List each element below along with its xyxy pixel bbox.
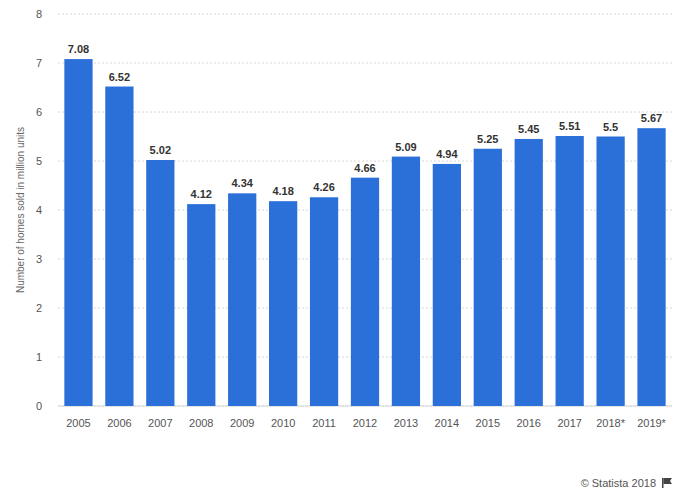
y-tick-label: 8 — [36, 8, 42, 20]
chart: 0 1 2 3 4 5 6 7 8 7.08 6.52 5.02 4.12 4.34 4.18 4.26 4.6… — [0, 0, 686, 498]
y-tick-label: 2 — [36, 302, 42, 314]
flag-icon — [662, 478, 672, 488]
bar — [105, 87, 133, 406]
copyright: © Statista 2018 — [581, 477, 656, 489]
data-label: 6.52 — [109, 71, 130, 83]
grid-line — [58, 14, 672, 15]
grid-line — [58, 63, 672, 64]
bar — [515, 139, 543, 406]
y-tick-label: 5 — [36, 155, 42, 167]
x-tick-label: 2009 — [230, 417, 254, 429]
bar — [474, 149, 502, 406]
data-label: 5.02 — [150, 144, 171, 156]
data-label: 4.26 — [313, 181, 334, 193]
data-label: 4.34 — [231, 177, 253, 189]
data-label: 7.08 — [68, 43, 89, 55]
y-tick-label: 3 — [36, 253, 42, 265]
x-tick-label: 2017 — [557, 417, 581, 429]
x-tick-label: 2007 — [148, 417, 172, 429]
x-tick-label: 2010 — [271, 417, 295, 429]
x-tick-label: 2015 — [476, 417, 500, 429]
bars — [64, 59, 665, 406]
bar — [596, 137, 624, 407]
x-tick-label: 2008 — [189, 417, 213, 429]
y-tick-label: 7 — [36, 57, 42, 69]
y-tick-label: 0 — [36, 400, 42, 412]
y-axis-label: Number of homes sold in million units — [15, 127, 26, 293]
bar — [637, 128, 665, 406]
x-tick-label: 2006 — [107, 417, 131, 429]
data-label: 5.67 — [641, 112, 662, 124]
flag-cloth — [664, 478, 673, 484]
bar — [228, 193, 256, 406]
data-label: 5.09 — [395, 141, 416, 153]
bar — [310, 197, 338, 406]
data-label: 4.18 — [272, 185, 293, 197]
bar — [269, 201, 297, 406]
x-tick-label: 2013 — [394, 417, 418, 429]
x-tick-label: 2016 — [516, 417, 540, 429]
bar — [351, 178, 379, 406]
flag-pole — [662, 478, 664, 488]
x-tick-label: 2012 — [353, 417, 377, 429]
data-label: 5.45 — [518, 123, 539, 135]
x-tick-label: 2005 — [66, 417, 90, 429]
data-label: 4.12 — [191, 188, 212, 200]
grid-line — [58, 112, 672, 113]
y-tick-label: 6 — [36, 106, 42, 118]
bar — [392, 157, 420, 406]
y-tick-label: 1 — [36, 351, 42, 363]
bar — [146, 160, 174, 406]
y-tick-label: 4 — [36, 204, 42, 216]
x-tick-label: 2011 — [312, 417, 336, 429]
data-label: 5.51 — [559, 120, 580, 132]
x-tick-label: 2018* — [596, 417, 625, 429]
bar — [64, 59, 92, 406]
bar — [556, 136, 584, 406]
x-tick-label: 2014 — [435, 417, 459, 429]
data-label: 4.66 — [354, 162, 375, 174]
data-label: 4.94 — [436, 148, 458, 160]
data-label: 5.25 — [477, 133, 498, 145]
bar — [187, 204, 215, 406]
bar — [433, 164, 461, 406]
data-label: 5.5 — [603, 121, 618, 133]
x-tick-label: 2019* — [637, 417, 666, 429]
